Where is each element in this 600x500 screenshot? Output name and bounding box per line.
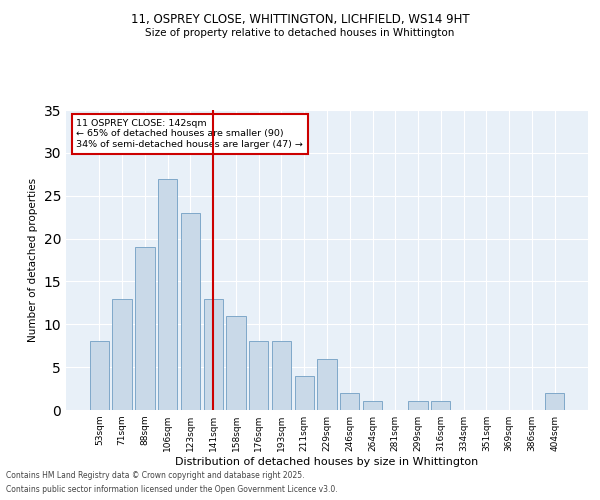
Bar	[363, 402, 382, 410]
Bar	[431, 402, 451, 410]
Bar	[203, 298, 223, 410]
Bar	[181, 213, 200, 410]
Bar	[272, 342, 291, 410]
Text: 11, OSPREY CLOSE, WHITTINGTON, LICHFIELD, WS14 9HT: 11, OSPREY CLOSE, WHITTINGTON, LICHFIELD…	[131, 12, 469, 26]
Text: 11 OSPREY CLOSE: 142sqm
← 65% of detached houses are smaller (90)
34% of semi-de: 11 OSPREY CLOSE: 142sqm ← 65% of detache…	[76, 119, 304, 149]
Bar	[545, 393, 564, 410]
Bar	[249, 342, 268, 410]
Bar	[112, 298, 132, 410]
Bar	[90, 342, 109, 410]
Y-axis label: Number of detached properties: Number of detached properties	[28, 178, 38, 342]
Text: Contains HM Land Registry data © Crown copyright and database right 2025.: Contains HM Land Registry data © Crown c…	[6, 471, 305, 480]
Bar	[317, 358, 337, 410]
X-axis label: Distribution of detached houses by size in Whittington: Distribution of detached houses by size …	[175, 457, 479, 467]
Bar	[158, 178, 178, 410]
Bar	[295, 376, 314, 410]
Text: Contains public sector information licensed under the Open Government Licence v3: Contains public sector information licen…	[6, 485, 338, 494]
Bar	[340, 393, 359, 410]
Text: Size of property relative to detached houses in Whittington: Size of property relative to detached ho…	[145, 28, 455, 38]
Bar	[409, 402, 428, 410]
Bar	[135, 247, 155, 410]
Bar	[226, 316, 245, 410]
